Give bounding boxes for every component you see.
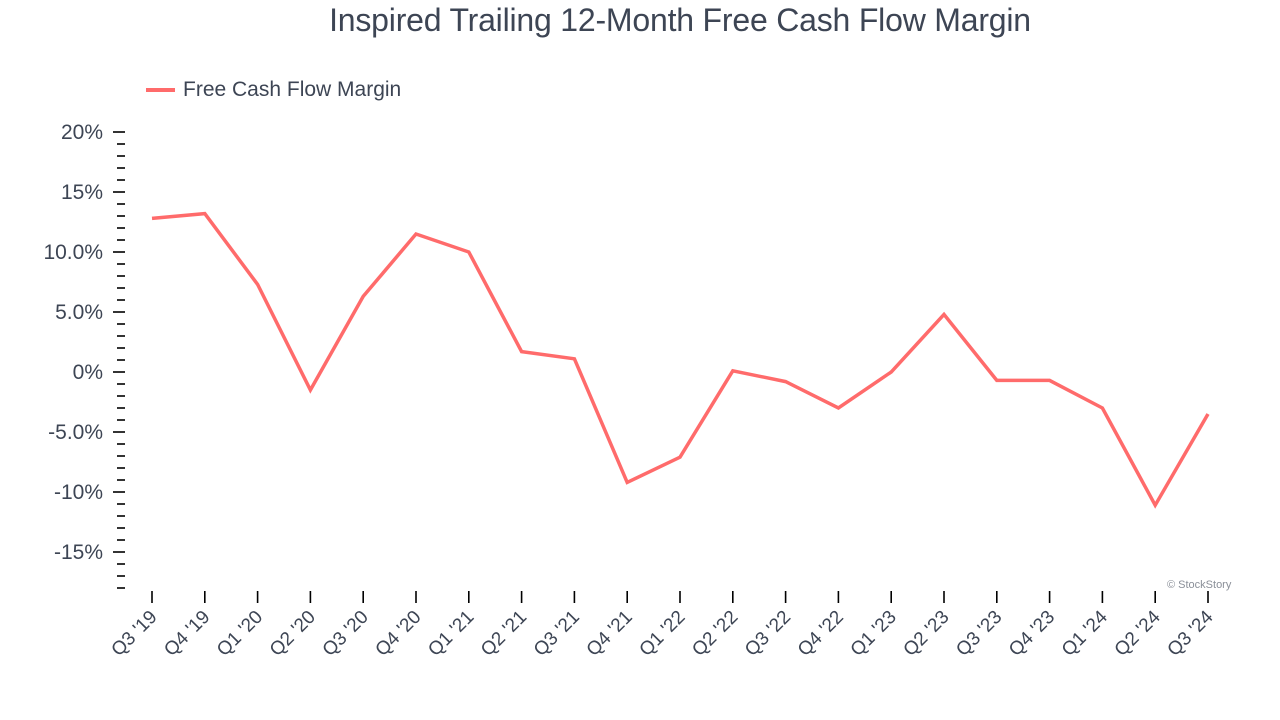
x-tick-label: Q3 '24: [1164, 606, 1218, 660]
x-tick-label: Q2 '24: [1111, 606, 1165, 660]
x-tick-label: Q3 '21: [530, 607, 584, 661]
legend: Free Cash Flow Margin: [146, 78, 401, 102]
x-tick-label: Q2 '22: [688, 607, 742, 661]
x-tick-label: Q4 '20: [372, 607, 426, 661]
free-cash-flow-margin-line: [151, 211, 1210, 509]
x-tick-label: Q3 '20: [319, 607, 373, 661]
x-tick-label: Q1 '24: [1058, 606, 1112, 660]
x-tick-label: Q4 '19: [160, 607, 214, 661]
y-tick-label: 5.0%: [55, 301, 103, 324]
y-tick-label: 0%: [73, 361, 103, 384]
y-tick-label: -15%: [54, 541, 103, 564]
x-tick-label: Q1 '22: [636, 607, 690, 661]
x-tick-label: Q4 '22: [794, 607, 848, 661]
y-tick-label: -10%: [54, 481, 103, 504]
legend-line-swatch-icon: [146, 88, 175, 92]
y-tick-label: 15%: [61, 181, 103, 204]
y-tick-label: 10.0%: [43, 241, 103, 264]
x-tick-label: Q3 '19: [108, 607, 162, 661]
x-tick-label: Q1 '23: [847, 607, 901, 661]
x-tick-label: Q2 '21: [477, 607, 531, 661]
x-tick-label: Q2 '23: [900, 607, 954, 661]
x-tick-label: Q1 '21: [424, 607, 478, 661]
x-tick-label: Q4 '23: [1005, 607, 1059, 661]
y-axis: 20% 15% 10.0% 5.0% 0% -5.0% -10% -15%: [43, 121, 125, 589]
y-tick-label: -5.0%: [48, 421, 103, 444]
x-tick-label: Q1 '20: [213, 607, 267, 661]
x-tick-label: Q3 '22: [741, 607, 795, 661]
chart-title: Inspired Trailing 12-Month Free Cash Flo…: [329, 2, 1031, 38]
y-tick-label: 20%: [61, 121, 103, 144]
x-tick-label: Q4 '21: [583, 607, 637, 661]
legend-label: Free Cash Flow Margin: [183, 78, 402, 101]
stockstory-watermark: © StockStory: [1167, 579, 1232, 591]
x-tick-label: Q3 '23: [952, 607, 1006, 661]
x-tick-label: Q2 '20: [266, 607, 320, 661]
